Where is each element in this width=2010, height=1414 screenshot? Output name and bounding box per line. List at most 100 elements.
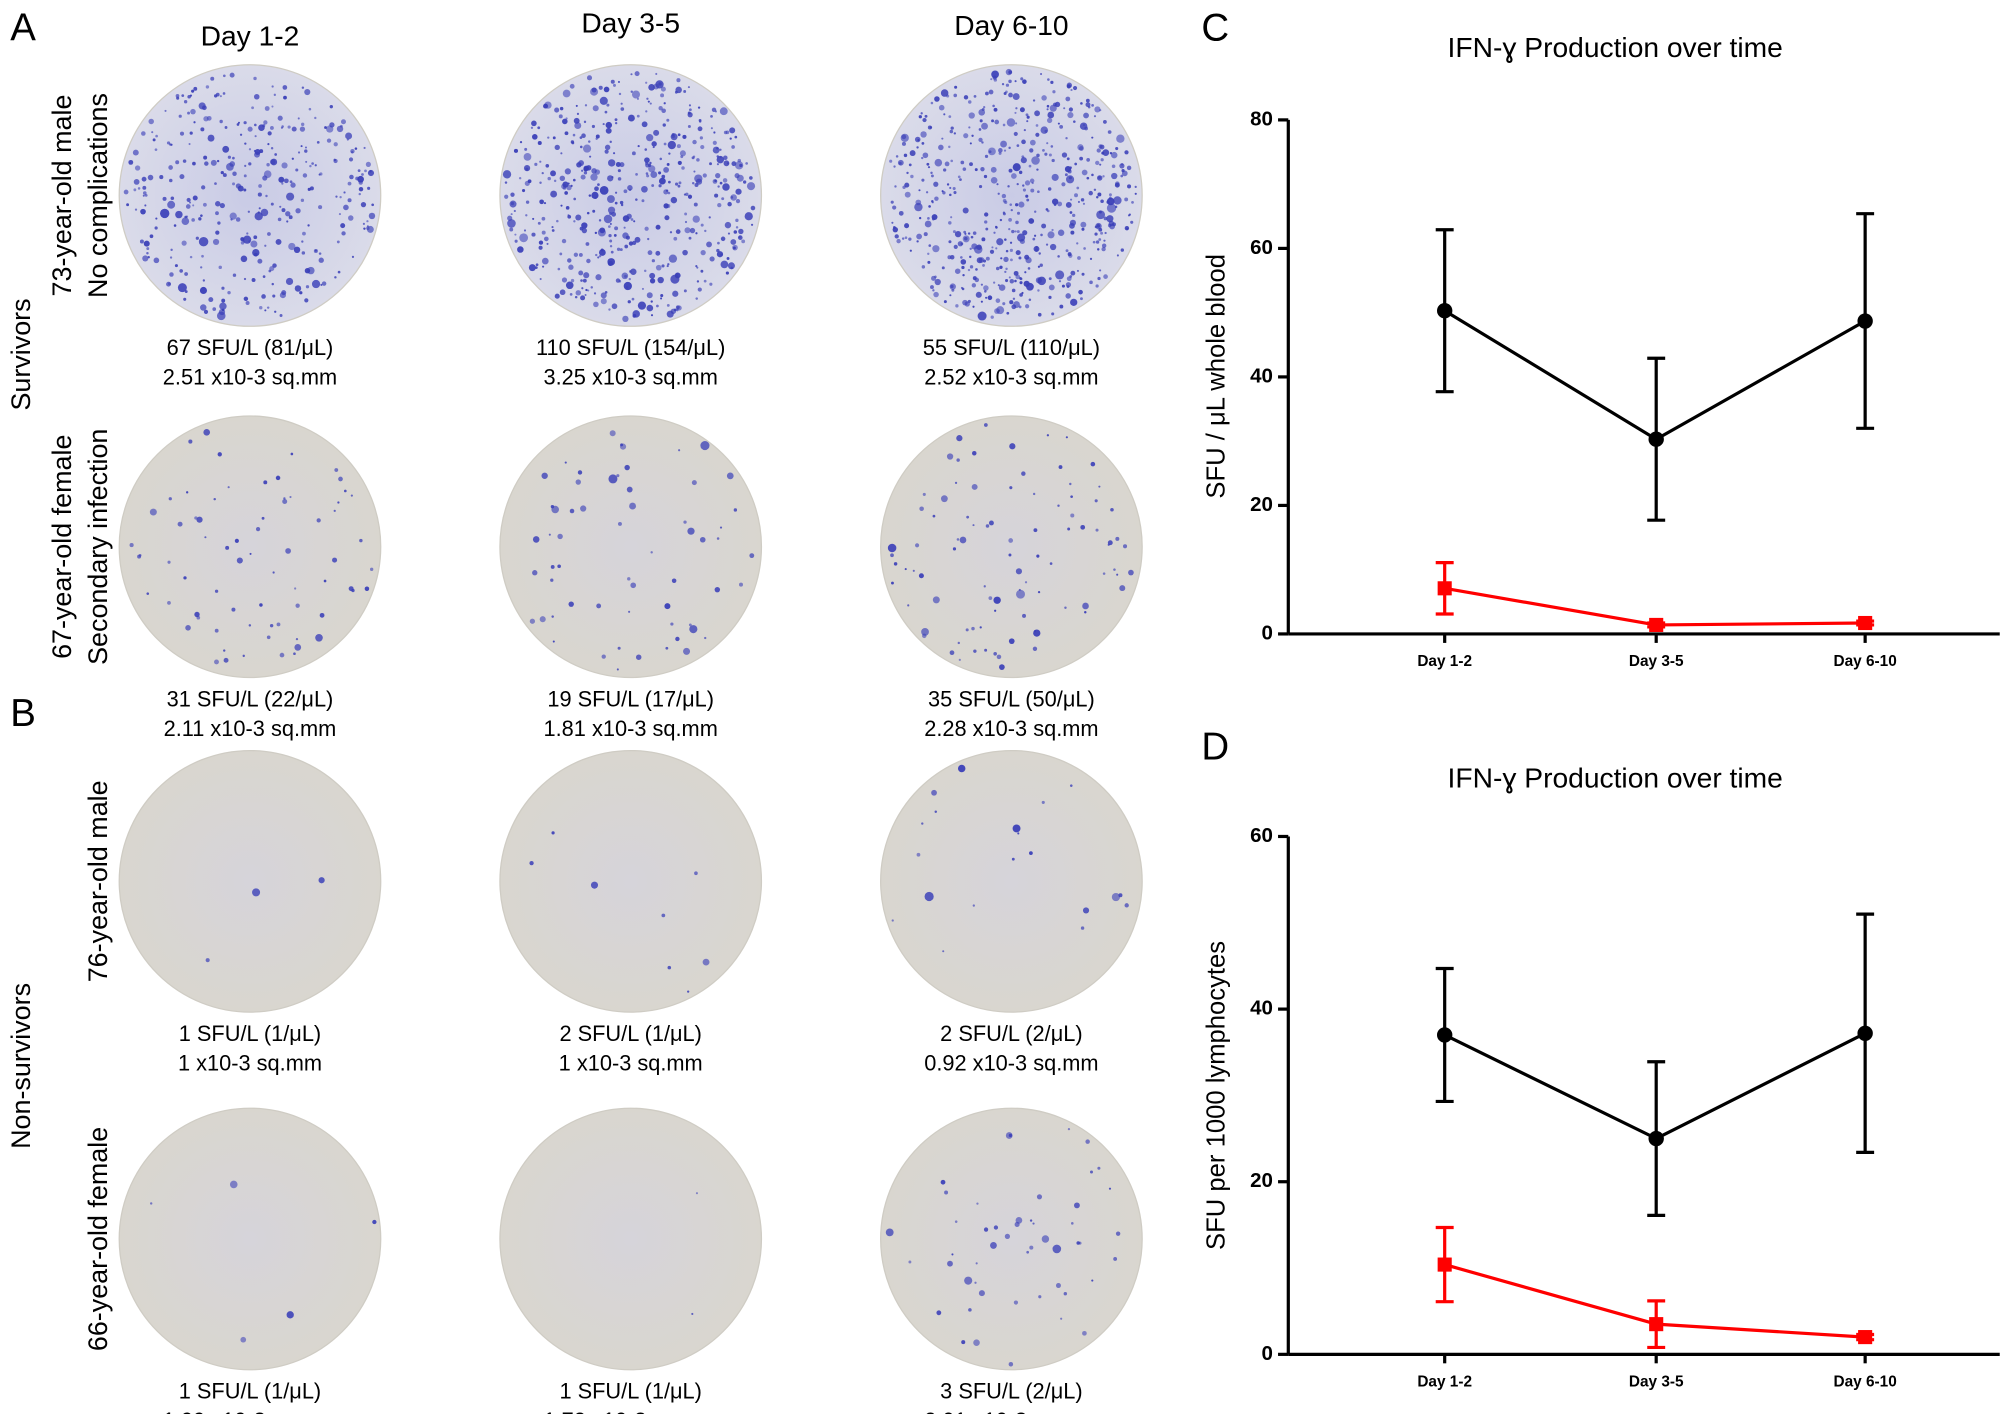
spot <box>272 571 275 574</box>
spot <box>650 300 653 303</box>
spot <box>624 464 630 471</box>
spot <box>627 114 635 122</box>
spot <box>904 223 910 229</box>
spot <box>364 169 367 173</box>
spot <box>249 552 252 555</box>
spot <box>335 195 338 198</box>
spot <box>1095 284 1099 288</box>
spots <box>887 423 1134 670</box>
spot <box>647 237 650 241</box>
spot <box>559 175 566 182</box>
spot <box>920 131 927 138</box>
spot <box>650 314 654 317</box>
spot <box>894 185 897 188</box>
well-caption: 55 SFU/L (110/μL) <box>923 335 1100 360</box>
well-caption: 2.11 x10-3 sq.mm <box>164 716 337 741</box>
spot <box>1009 241 1013 244</box>
spot <box>647 100 650 103</box>
spot <box>1097 175 1103 181</box>
spot <box>918 573 924 579</box>
spot <box>954 268 961 274</box>
spot <box>1013 270 1019 276</box>
spot <box>697 126 703 132</box>
spot <box>243 296 249 302</box>
spot <box>972 524 975 527</box>
spot <box>318 252 322 255</box>
spot <box>349 174 354 180</box>
row-label: 73-year-old male <box>47 95 77 297</box>
spot <box>683 289 687 293</box>
spot <box>660 93 665 98</box>
spot <box>1022 613 1027 618</box>
spot <box>629 502 637 510</box>
spot <box>750 223 754 226</box>
spot <box>222 92 226 95</box>
spot <box>636 97 640 100</box>
spot <box>714 193 719 198</box>
spot <box>1002 302 1006 306</box>
spot <box>678 449 681 452</box>
spot <box>716 163 719 166</box>
spot <box>1099 269 1102 272</box>
spot <box>286 1311 294 1319</box>
spot <box>963 230 967 234</box>
spot <box>510 192 515 197</box>
spot <box>179 174 185 180</box>
spot <box>565 206 570 210</box>
spot <box>916 852 921 857</box>
spot <box>246 232 249 235</box>
spot <box>203 309 209 314</box>
spot <box>990 315 994 319</box>
spot <box>258 124 265 131</box>
spot <box>272 294 276 298</box>
spot <box>948 115 952 119</box>
spot <box>1128 569 1134 576</box>
spot <box>687 194 693 199</box>
spot <box>712 146 720 154</box>
spot <box>573 197 577 201</box>
spot <box>729 137 732 140</box>
row-label: 76-year-old male <box>83 780 113 982</box>
spot <box>1052 1244 1062 1254</box>
spot <box>688 108 692 112</box>
spot <box>725 130 730 135</box>
spot <box>586 75 593 81</box>
spot <box>573 252 579 257</box>
spot <box>1091 104 1094 107</box>
spot <box>286 192 295 201</box>
spot <box>709 256 715 262</box>
spot <box>272 263 277 268</box>
spot <box>1015 122 1018 125</box>
spot <box>679 150 686 157</box>
spot <box>247 210 250 213</box>
spot <box>219 302 227 310</box>
spot <box>641 121 648 128</box>
spot <box>609 245 613 248</box>
spot <box>554 293 560 299</box>
spot <box>523 229 527 232</box>
spot <box>363 146 366 150</box>
spot <box>916 146 919 149</box>
spot <box>170 248 173 252</box>
spot <box>1034 210 1037 213</box>
spot <box>891 221 894 224</box>
spot <box>542 265 545 268</box>
spot <box>532 536 540 543</box>
marker <box>1858 615 1873 631</box>
spot <box>369 170 372 173</box>
spot <box>691 156 695 160</box>
marker <box>1649 1317 1664 1332</box>
spot <box>682 249 688 256</box>
spot <box>727 232 731 235</box>
spot <box>1134 185 1137 188</box>
spot <box>613 233 617 237</box>
spot <box>531 120 537 127</box>
spot <box>1079 122 1088 130</box>
spot <box>665 646 669 650</box>
spots <box>891 764 1129 953</box>
spot <box>1059 304 1064 309</box>
spot <box>347 181 352 186</box>
spot <box>614 122 618 125</box>
spot <box>1051 312 1055 316</box>
spot <box>267 232 271 236</box>
